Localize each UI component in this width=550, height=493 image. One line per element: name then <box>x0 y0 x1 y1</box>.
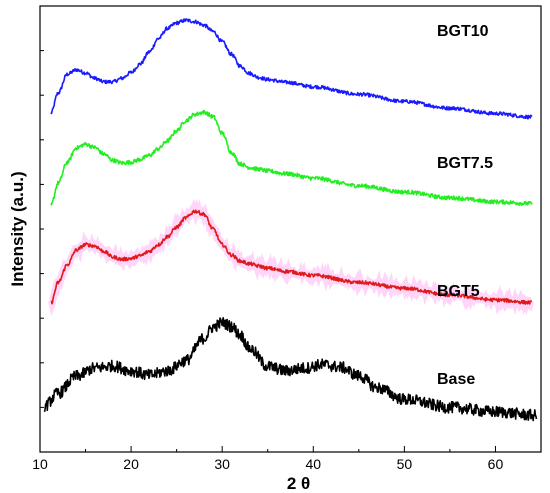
series-label-base: Base <box>437 371 475 388</box>
series-line-bgt10 <box>50 18 533 120</box>
x-axis-title: 2 θ <box>287 474 310 493</box>
x-tick-label: 30 <box>214 456 230 472</box>
series-layer <box>43 18 538 422</box>
x-tick-label: 10 <box>32 456 48 472</box>
x-tick-label: 20 <box>123 456 139 472</box>
x-tick-label: 60 <box>488 456 504 472</box>
y-axis-ticks <box>40 50 44 408</box>
x-axis-ticks: 10 20 30 40 50 60 <box>32 446 542 472</box>
series-label-bgt10: BGT10 <box>437 23 489 40</box>
x-tick-label: 40 <box>305 456 321 472</box>
series-label-bgt7-5: BGT7.5 <box>437 155 493 172</box>
series-line-bgt7-5 <box>50 109 533 206</box>
series-line-base <box>43 317 538 422</box>
series-line-bgt5 <box>50 209 533 305</box>
series-labels: BGT10 BGT7.5 BGT5 Base <box>437 23 493 388</box>
y-axis-title: Intensity (a.u.) <box>8 171 27 286</box>
series-label-bgt5: BGT5 <box>437 283 480 300</box>
x-tick-label: 50 <box>397 456 413 472</box>
